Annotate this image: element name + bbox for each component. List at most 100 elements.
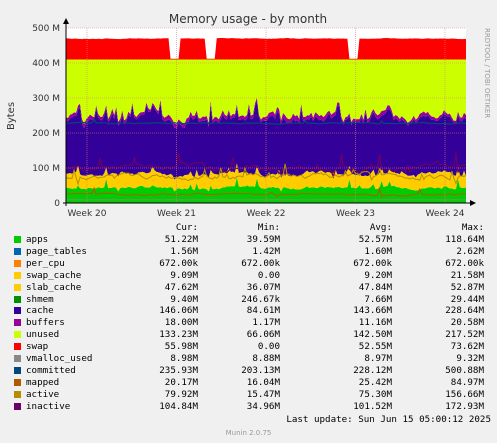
- legend-avg: 7.66M: [364, 293, 392, 305]
- legend-cur: 235.93M: [159, 364, 198, 376]
- legend-avg: 228.12M: [353, 364, 392, 376]
- legend-avg: 143.66M: [353, 305, 392, 317]
- legend-swatch: [14, 355, 21, 362]
- legend-cur: 18.00M: [164, 317, 198, 329]
- legend-label: committed: [26, 364, 76, 376]
- legend-swatch: [14, 307, 21, 315]
- legend-label: cache: [26, 305, 54, 317]
- legend-label: active: [26, 388, 60, 400]
- legend-min: 66.06M: [246, 329, 280, 341]
- y-tick-label: 400 M: [32, 59, 60, 69]
- legend-row-per-cpu: per_cpu 672.00k 672.00k 672.00k 672.00k: [14, 258, 494, 270]
- legend-swatch: [14, 236, 21, 243]
- side-label: RRDTOOL / TOBI OETIKER: [483, 28, 491, 118]
- legend-max: 217.52M: [445, 329, 484, 341]
- legend-row-swap: swap 55.98M 0.00 52.55M 73.62M: [14, 341, 494, 353]
- legend-row-cache: cache 146.06M 84.61M 143.66M 228.64M: [14, 305, 494, 317]
- legend-cur: 146.06M: [159, 305, 198, 317]
- legend-label: apps: [26, 234, 49, 245]
- legend-cur: 47.62M: [164, 281, 198, 293]
- legend-max: 672.00k: [445, 257, 484, 269]
- legend-cur: 1.56M: [170, 245, 198, 257]
- y-tick-label: 100 M: [32, 164, 60, 174]
- legend-min: 15.47M: [246, 388, 280, 400]
- legend-avg: 47.84M: [358, 281, 392, 293]
- legend-avg: 52.57M: [358, 234, 392, 245]
- legend-cur: 9.09M: [170, 269, 198, 281]
- area-unused: [66, 59, 466, 125]
- legend-max: 500.88M: [445, 364, 484, 376]
- x-axis-arrow: [470, 200, 476, 206]
- legend-swatch: [14, 366, 21, 374]
- legend-row-inactive: inactive 104.84M 34.96M 101.52M 172.93M: [14, 401, 494, 413]
- y-tick-label: 500 M: [32, 24, 60, 34]
- legend-max: 172.93M: [445, 400, 484, 412]
- legend-row-vmalloc-used: vmalloc_used 8.98M 8.88M 8.97M 9.32M: [14, 353, 494, 365]
- chart-title: Memory usage - by month: [169, 12, 327, 26]
- legend-cur: 20.17M: [164, 376, 198, 388]
- y-axis-label: Bytes: [6, 102, 17, 130]
- legend-label: shmem: [26, 293, 54, 305]
- legend-header-max: Max:: [461, 222, 484, 233]
- legend-min: 8.88M: [252, 353, 280, 364]
- legend-cur: 79.92M: [164, 388, 198, 400]
- legend-min: 39.59M: [246, 234, 280, 245]
- legend-swatch: [14, 271, 21, 279]
- munin-version: Munin 2.0.75: [225, 429, 272, 437]
- legend-label: swap_cache: [26, 269, 82, 281]
- legend-min: 84.61M: [246, 305, 280, 317]
- legend-header-avg: Avg:: [369, 222, 392, 233]
- legend-row-unused: unused 133.23M 66.06M 142.50M 217.52M: [14, 329, 494, 341]
- legend-avg: 101.52M: [353, 400, 392, 412]
- legend-avg: 142.50M: [353, 329, 392, 341]
- legend-label: mapped: [26, 376, 60, 388]
- legend-max: 21.58M: [450, 269, 484, 281]
- legend-swatch: [14, 295, 21, 303]
- x-tick-label: Week 24: [426, 209, 465, 219]
- legend-avg: 9.20M: [364, 269, 392, 281]
- legend-label: unused: [26, 329, 60, 341]
- area-cache: [66, 100, 466, 180]
- legend-row-buffers: buffers 18.00M 1.17M 11.16M 20.58M: [14, 317, 494, 329]
- legend-min: 1.17M: [252, 317, 280, 329]
- legend-min: 0.00: [257, 341, 280, 353]
- legend-cur: 104.84M: [159, 400, 198, 412]
- legend-cur: 55.98M: [164, 341, 198, 353]
- legend-avg: 672.00k: [353, 257, 392, 269]
- area-buffers: [66, 97, 466, 129]
- legend-max: 52.87M: [450, 281, 484, 293]
- line-committed: [65, 118, 467, 125]
- y-tick-label: 0: [54, 199, 60, 209]
- legend-row-apps: apps 51.22M 39.59M 52.57M 118.64M: [14, 234, 494, 246]
- legend-label: vmalloc_used: [26, 353, 93, 364]
- legend-max: 2.62M: [456, 245, 484, 257]
- y-axis-arrow: [63, 18, 69, 24]
- legend-cur: 672.00k: [159, 257, 198, 269]
- legend-swatch: [14, 343, 21, 351]
- legend-min: 36.07M: [246, 281, 280, 293]
- legend-swatch: [14, 390, 21, 398]
- legend-label: buffers: [26, 317, 65, 329]
- legend-header-cur: Cur:: [175, 222, 198, 233]
- x-tick-label: Week 22: [247, 209, 286, 219]
- legend-max: 84.97M: [450, 376, 484, 388]
- x-tick-label: Week 23: [336, 209, 375, 219]
- legend-label: slab_cache: [26, 281, 82, 293]
- y-tick-label: 200 M: [32, 129, 60, 139]
- legend-label: per_cpu: [26, 257, 65, 269]
- legend-row-swap-cache: swap_cache 9.09M 0.00 9.20M 21.58M: [14, 270, 494, 282]
- legend-row-page-tables: page_tables 1.56M 1.42M 1.60M 2.62M: [14, 246, 494, 258]
- legend-cur: 9.40M: [170, 293, 198, 305]
- legend-cur: 8.98M: [170, 353, 198, 364]
- legend-swatch: [14, 331, 21, 339]
- legend-swatch: [14, 283, 21, 291]
- legend-max: 29.44M: [450, 293, 484, 305]
- x-tick-label: Week 21: [157, 209, 196, 219]
- memory-chart: Memory usage - by month RRDTOOL / TOBI O…: [6, 12, 491, 219]
- legend-max: 156.66M: [445, 388, 484, 400]
- legend-min: 0.00: [257, 269, 280, 281]
- legend-avg: 8.97M: [364, 353, 392, 364]
- legend-avg: 11.16M: [358, 317, 392, 329]
- legend-row-committed: committed 235.93M 203.13M 228.12M 500.88M: [14, 365, 494, 377]
- legend-label: page_tables: [26, 245, 87, 257]
